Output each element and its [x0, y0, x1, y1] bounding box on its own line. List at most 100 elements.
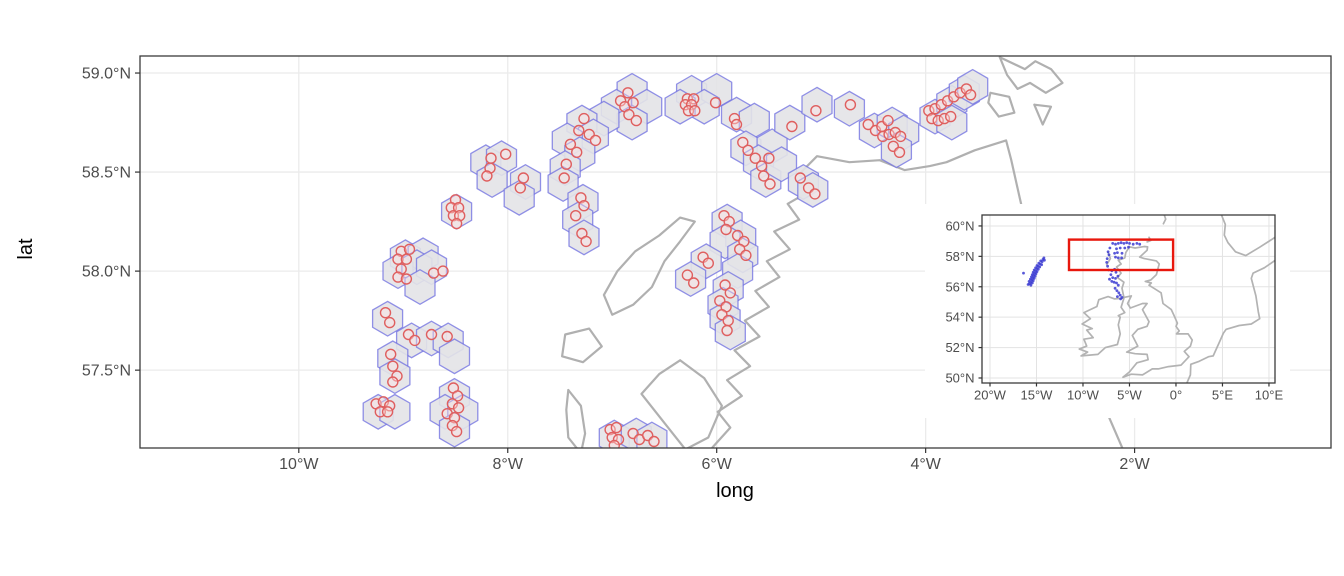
sample-point — [384, 400, 396, 412]
sample-point — [377, 396, 390, 408]
hex-cell — [438, 338, 471, 375]
sample-point — [688, 277, 700, 289]
x-tick-label: 10°E — [1255, 388, 1284, 403]
sample-point — [749, 152, 761, 164]
sample-point — [742, 144, 754, 157]
hex-cell — [833, 90, 866, 127]
sample-point — [720, 223, 732, 236]
x-tick-label: 8°W — [493, 456, 524, 473]
sample-point — [437, 265, 449, 277]
x-axis-title: long — [716, 480, 754, 502]
inset-point — [1029, 283, 1033, 287]
sample-point — [385, 348, 397, 360]
hex-layer — [362, 68, 989, 448]
sample-point — [558, 172, 570, 184]
hex-cell — [503, 179, 535, 216]
sample-point — [758, 170, 770, 182]
x-tick-label: 5°W — [1117, 388, 1142, 403]
sample-point — [689, 104, 701, 117]
sample-point — [481, 170, 493, 182]
sample-point — [573, 124, 585, 137]
inset-point — [1035, 270, 1039, 273]
sample-point — [400, 273, 413, 285]
sample-point — [564, 138, 577, 151]
sample-point — [485, 152, 497, 164]
main-map-points-layer — [370, 83, 977, 448]
inset-locator-map-points-layer — [1022, 241, 1142, 301]
inset-point — [1030, 281, 1034, 285]
sample-point — [427, 267, 440, 279]
y-tick-label: 56°N — [945, 279, 974, 294]
inset-point — [1106, 250, 1110, 254]
inset-point — [1118, 246, 1122, 250]
sample-point — [409, 334, 421, 347]
inset-point — [1115, 289, 1119, 292]
sample-point — [451, 390, 464, 402]
inset-point — [1113, 251, 1116, 255]
sample-point — [954, 87, 966, 99]
x-tick-label: 10°W — [1067, 388, 1100, 403]
coastline — [1162, 215, 1167, 225]
sample-point — [685, 98, 698, 111]
sample-point — [452, 402, 465, 414]
inset-point — [1112, 280, 1116, 284]
inset-point — [1135, 242, 1139, 245]
inset-locator-map: 20°W 15°W 10°W 5°W 0° 5°E 10°E 60°N 58°N 56°N 54°N… — [945, 214, 1283, 403]
coastline — [565, 388, 587, 448]
inset-point — [1115, 281, 1118, 285]
inset-locator-map-coastline-layer — [1078, 215, 1275, 383]
sample-point — [737, 136, 749, 149]
coastline — [1078, 295, 1126, 357]
inset-point — [1114, 277, 1117, 280]
coastline — [560, 327, 603, 364]
inset-point — [1107, 253, 1111, 257]
inset-point — [1116, 251, 1119, 255]
sample-point — [622, 87, 634, 99]
y-tick-label: 59.0°N — [82, 66, 131, 83]
sample-point — [894, 130, 907, 143]
inset-point — [1105, 261, 1109, 264]
y-axis-title: lat — [15, 238, 37, 260]
x-tick-label: 5°E — [1212, 388, 1233, 403]
inset-point — [1128, 242, 1131, 245]
sample-point — [627, 96, 639, 109]
sample-point — [387, 376, 399, 388]
coastline — [987, 91, 1016, 118]
inset-point — [1031, 279, 1035, 283]
inset-point — [1108, 277, 1111, 281]
sample-point — [702, 257, 714, 269]
coastline — [1186, 259, 1275, 383]
study-area-rect — [1067, 238, 1175, 272]
sample-point — [964, 89, 977, 101]
inset-locator-map-axes: 20°W 15°W 10°W 5°W 0° 5°E 10°E 60°N 58°N 56°N 54°N… — [945, 218, 1283, 402]
coastline — [1115, 245, 1194, 379]
inset-point — [1043, 258, 1046, 262]
sample-point — [392, 253, 404, 265]
sample-point — [578, 112, 590, 125]
inset-point — [1032, 277, 1036, 280]
coastline — [998, 56, 1064, 94]
sample-point — [945, 110, 957, 123]
sample-point — [571, 146, 583, 159]
inset-locator-map-panel-border — [981, 214, 1276, 384]
inset-point — [1115, 247, 1118, 251]
inset-point — [1123, 246, 1127, 250]
y-tick-label: 54°N — [945, 310, 974, 325]
inset-point — [1131, 242, 1135, 246]
inset-point — [1109, 273, 1113, 276]
sample-point — [379, 307, 392, 319]
sample-point — [612, 433, 625, 446]
x-tick-label: 4°W — [910, 456, 941, 473]
coastline — [602, 216, 696, 316]
x-tick-label: 15°W — [1021, 388, 1054, 403]
sample-point — [681, 269, 694, 281]
inset-point — [1034, 272, 1038, 276]
y-tick-label: 58.0°N — [82, 264, 131, 281]
y-tick-label: 57.5°N — [82, 363, 131, 380]
sample-point — [450, 217, 463, 230]
y-tick-label: 58.5°N — [82, 165, 131, 182]
sample-point — [764, 178, 776, 190]
sample-point — [862, 118, 874, 131]
sample-point — [709, 96, 722, 109]
